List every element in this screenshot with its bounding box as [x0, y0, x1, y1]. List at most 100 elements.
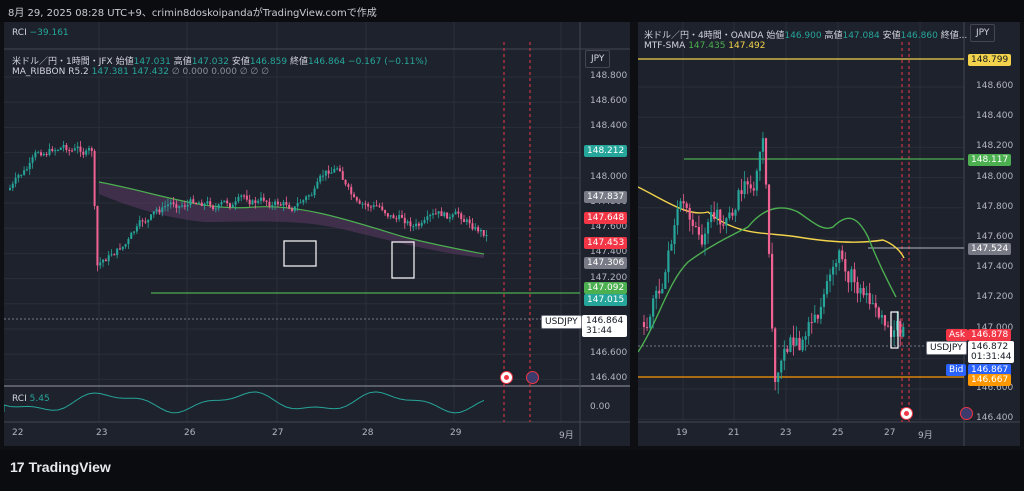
- candle-body: [104, 259, 107, 262]
- us-flag-icon[interactable]: [526, 371, 539, 384]
- candle-body: [682, 201, 685, 204]
- candle-body: [42, 154, 45, 156]
- candle-body: [423, 219, 426, 223]
- candle-body: [358, 200, 361, 204]
- candle-body: [731, 212, 734, 216]
- candle-body: [181, 205, 184, 207]
- candle-body: [93, 150, 96, 207]
- candle-body: [17, 175, 20, 178]
- candle-body: [670, 244, 673, 251]
- candle-body: [743, 181, 746, 195]
- price-axis-label: 146.600: [590, 348, 628, 359]
- candle-body: [169, 202, 172, 205]
- candle-body: [369, 206, 372, 208]
- candle-body: [251, 200, 254, 205]
- right-chart-canvas[interactable]: [638, 22, 1020, 446]
- candle-body: [381, 206, 384, 211]
- candle-body: [465, 219, 468, 223]
- candle-body: [859, 287, 862, 294]
- candle-body: [883, 315, 887, 326]
- candle-body: [226, 200, 229, 204]
- right-symbol-label: 米ドル／円・4時間・OANDA: [644, 31, 764, 41]
- candle-body: [155, 209, 158, 212]
- jp-flag-icon[interactable]: [500, 371, 513, 384]
- candle-body: [344, 179, 347, 185]
- candle-body: [798, 337, 801, 351]
- price-axis-label: 147.600: [590, 222, 628, 233]
- candle-body: [59, 147, 62, 150]
- candle-body: [825, 281, 829, 295]
- left-chart-canvas[interactable]: [4, 22, 630, 446]
- candle-body: [62, 144, 65, 148]
- candle-body: [813, 314, 816, 323]
- candle-body: [389, 215, 392, 217]
- mtf-sma-legend[interactable]: MTF-SMA 147.435 147.492: [644, 41, 766, 51]
- candle-body: [406, 221, 409, 224]
- candle-body: [828, 274, 832, 282]
- rci-bottom-legend[interactable]: RCI 5.45: [12, 394, 50, 404]
- candle-body: [25, 169, 28, 171]
- rci-top-legend[interactable]: RCI −39.161: [12, 28, 69, 38]
- pattern-box-1: [283, 240, 317, 267]
- left-chart-pane[interactable]: RCI −39.161 米ドル／円・1時間・JFX 始値147.031 高値14…: [4, 22, 630, 446]
- candle-body: [158, 209, 161, 213]
- candle-body: [214, 208, 217, 210]
- price-tag: 147.453: [584, 237, 628, 249]
- candle-body: [676, 208, 679, 226]
- candle-body: [319, 175, 322, 182]
- right-currency-badge[interactable]: JPY: [970, 24, 996, 42]
- candle-body: [307, 195, 310, 197]
- candle-body: [313, 188, 316, 196]
- right-last-box: [890, 311, 899, 349]
- candle-body: [426, 216, 429, 220]
- candle-body: [856, 282, 859, 294]
- right-price-axis-label: 147.000: [976, 322, 1014, 333]
- price-tag: 147.092: [584, 282, 628, 294]
- candle-body: [262, 197, 265, 201]
- candle-body: [268, 201, 271, 207]
- price-tag: 147.648: [584, 212, 628, 224]
- ask-price: 146.878: [968, 329, 1012, 341]
- candle-body: [254, 200, 257, 203]
- right-time-axis-label: 9月: [918, 431, 933, 441]
- candle-body: [341, 171, 344, 180]
- left-last-price-tag: USDJPY: [541, 315, 582, 329]
- candle-body: [780, 360, 783, 373]
- candle-body: [664, 272, 667, 289]
- ma-ribbon-legend[interactable]: MA_RIBBON R5.2 147.381 147.432 ∅ 0.000 0…: [12, 67, 270, 77]
- ma-ribbon-band: [99, 182, 484, 258]
- candle-body: [316, 181, 319, 189]
- candle-body: [685, 203, 688, 208]
- candle-body: [832, 266, 835, 275]
- tradingview-logo[interactable]: 17 TradingView: [10, 459, 111, 475]
- candle-body: [417, 223, 420, 226]
- right-chart-pane[interactable]: 米ドル／円・4時間・OANDA 始値146.900 高値147.084 安値14…: [638, 22, 1020, 446]
- right-instrument-legend[interactable]: 米ドル／円・4時間・OANDA 始値146.900 高値147.084 安値14…: [644, 31, 968, 41]
- candle-body: [874, 303, 877, 308]
- candle-body: [102, 259, 105, 263]
- candle-body: [355, 197, 358, 201]
- candle-body: [667, 250, 670, 273]
- candle-body: [9, 188, 11, 190]
- time-axis-label: 27: [272, 428, 284, 438]
- instrument-legend[interactable]: 米ドル／円・1時間・JFX 始値147.031 高値147.032 安値146.…: [12, 57, 428, 67]
- candle-body: [392, 215, 395, 219]
- candle-body: [20, 174, 23, 176]
- candle-body: [722, 224, 725, 226]
- right-price-axis-label: 147.400: [976, 262, 1014, 273]
- candle-body: [248, 199, 251, 205]
- currency-badge[interactable]: JPY: [585, 50, 611, 68]
- candle-body: [265, 200, 268, 202]
- candle-body: [477, 227, 480, 232]
- candle-body: [71, 150, 74, 152]
- us-flag-icon-right[interactable]: [960, 407, 973, 420]
- candle-body: [172, 202, 175, 205]
- candle-body: [819, 306, 822, 319]
- candle-body: [896, 320, 899, 331]
- candle-body: [440, 211, 443, 217]
- right-price-axis-label: 146.600: [976, 383, 1014, 393]
- candle-body: [322, 175, 325, 177]
- right-price-tag: 146.867: [968, 364, 1012, 376]
- candle-body: [420, 222, 423, 226]
- jp-flag-icon-right[interactable]: [900, 407, 913, 420]
